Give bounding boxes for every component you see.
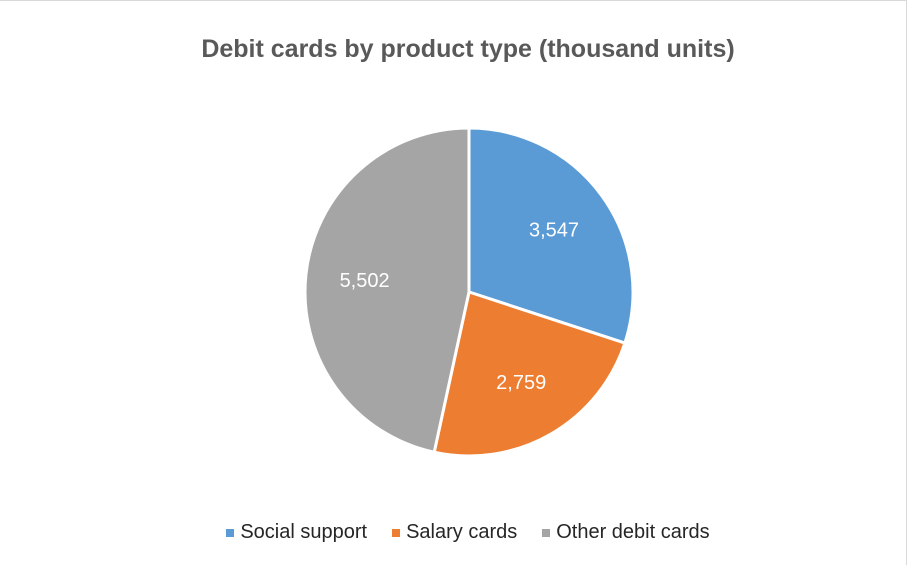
data-label-other-debit-cards: 5,502 bbox=[340, 270, 390, 292]
pie-slices bbox=[303, 126, 635, 458]
legend-swatch-salary-cards bbox=[392, 528, 401, 537]
legend-item-salary-cards: Salary cards bbox=[392, 521, 517, 544]
legend-item-social-support: Social support bbox=[226, 521, 367, 544]
legend-swatch-other-debit-cards bbox=[542, 528, 551, 537]
data-label-salary-cards: 2,759 bbox=[496, 372, 546, 394]
legend-label-other-debit-cards: Other debit cards bbox=[556, 521, 710, 543]
legend-label-salary-cards: Salary cards bbox=[406, 521, 518, 543]
legend: Social support Salary cards Other debit … bbox=[0, 521, 917, 544]
legend-label-social-support: Social support bbox=[240, 521, 368, 543]
pie-slice-salary-cards bbox=[432, 290, 627, 458]
pie-data-labels: 3,547 2,759 5,502 bbox=[340, 219, 579, 394]
data-label-social-support: 3,547 bbox=[529, 219, 579, 241]
legend-item-other-debit-cards: Other debit cards bbox=[542, 521, 710, 544]
legend-swatch-social-support bbox=[226, 528, 235, 537]
pie-slice-social-support bbox=[467, 126, 635, 345]
chart-title: Debit cards by product type (thousand un… bbox=[201, 35, 735, 63]
pie-slice-other-debit-cards bbox=[303, 126, 471, 454]
